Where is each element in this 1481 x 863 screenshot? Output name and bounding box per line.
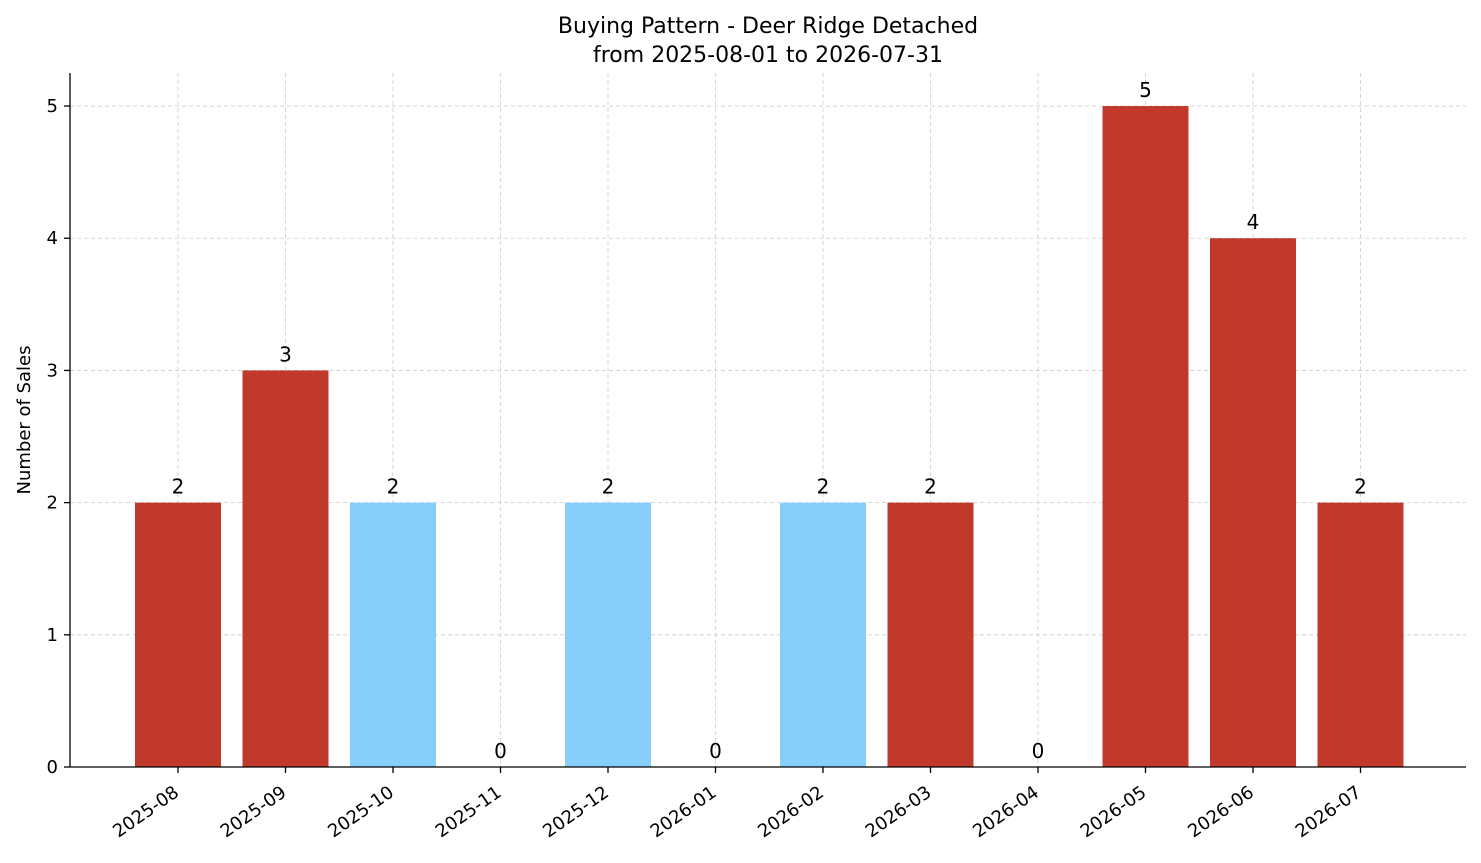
value-label-2025-12: 2 — [602, 475, 615, 499]
chart-title: Buying Pattern - Deer Ridge Detached — [558, 14, 978, 39]
x-tick-label: 2026-02 — [754, 782, 828, 842]
axis-layer — [69, 73, 1466, 768]
bar-2025-09 — [242, 370, 329, 767]
value-label-2026-07: 2 — [1354, 475, 1367, 499]
x-tick-label: 2026-05 — [1077, 782, 1151, 842]
value-label-2026-04: 0 — [1032, 739, 1045, 763]
bar-2026-07 — [1317, 502, 1404, 767]
bar-2026-03 — [887, 502, 974, 767]
value-label-2025-10: 2 — [387, 475, 400, 499]
x-tick-label: 2025-09 — [217, 782, 291, 842]
bar-2025-10 — [350, 502, 436, 767]
value-label-2026-03: 2 — [924, 475, 937, 499]
y-tick-label: 3 — [47, 360, 58, 381]
value-label-2025-09: 3 — [279, 342, 292, 366]
bar-2026-02 — [780, 502, 866, 767]
y-tick-label: 5 — [47, 96, 58, 117]
bar-2025-12 — [565, 502, 651, 767]
y-tick-label: 0 — [47, 757, 58, 778]
value-label-2025-08: 2 — [172, 475, 185, 499]
value-label-2026-01: 0 — [709, 739, 722, 763]
x-tick-label: 2025-08 — [109, 782, 183, 842]
value-label-2026-06: 4 — [1247, 210, 1260, 234]
value-label-2026-05: 5 — [1139, 78, 1152, 102]
y-tick-label: 4 — [47, 228, 58, 249]
bar-2026-06 — [1210, 238, 1296, 767]
x-tick-label: 2026-07 — [1292, 782, 1366, 842]
value-label-2025-11: 0 — [494, 739, 507, 763]
x-tick-label: 2026-01 — [647, 782, 721, 842]
value-label-2026-02: 2 — [817, 475, 830, 499]
x-tick-label: 2025-12 — [539, 782, 613, 842]
y-axis-label: Number of Sales — [14, 345, 35, 494]
y-tick-label: 2 — [47, 493, 58, 514]
chart-subtitle: from 2025-08-01 to 2026-07-31 — [593, 43, 943, 68]
x-tick-label: 2025-11 — [432, 782, 506, 842]
x-tick-label: 2026-06 — [1184, 782, 1258, 842]
bar-2025-08 — [135, 502, 221, 767]
x-tick-label: 2025-10 — [324, 782, 398, 842]
x-tick-label: 2026-04 — [969, 782, 1043, 842]
x-tick-label: 2026-03 — [862, 782, 936, 842]
y-tick-label: 1 — [47, 625, 58, 646]
bar-layer — [135, 106, 1404, 768]
bar-2026-05 — [1102, 106, 1189, 768]
value-label-layer: 2 3 2 0 2 0 2 2 0 5 4 2 — [172, 78, 1367, 763]
